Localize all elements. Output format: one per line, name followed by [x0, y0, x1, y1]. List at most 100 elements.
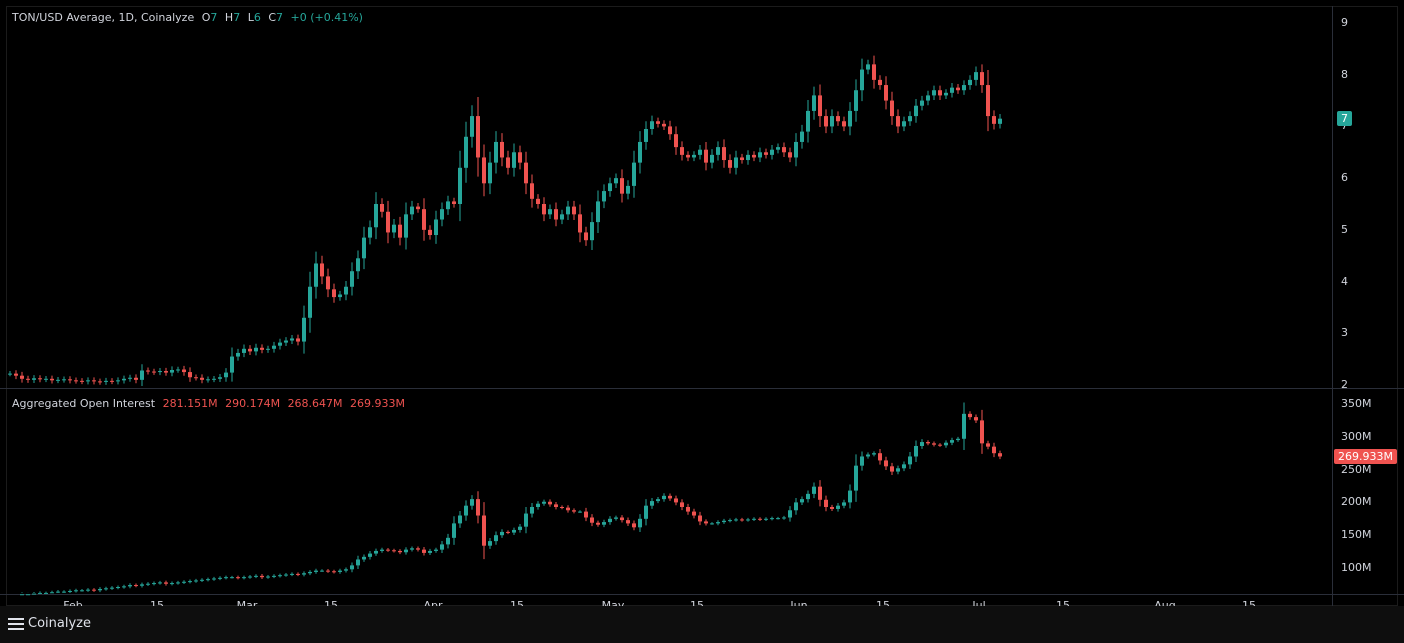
price-candle: [560, 214, 564, 220]
price-candle: [326, 276, 330, 290]
oi-candle: [56, 591, 60, 593]
price-candle: [506, 157, 510, 168]
oi-candle: [716, 522, 720, 524]
oi-candle: [236, 577, 240, 579]
oi-candle: [428, 550, 432, 553]
oi-candle: [248, 576, 252, 578]
oi-value-4: 269.933M: [350, 397, 406, 410]
oi-candle: [536, 503, 540, 507]
oi-candle: [692, 511, 696, 516]
high-label: H: [224, 11, 234, 24]
oi-candle: [794, 502, 798, 511]
price-y-tick: 2: [1341, 378, 1348, 391]
price-candle: [488, 162, 492, 184]
price-candle: [440, 209, 444, 220]
oi-candle: [506, 531, 510, 533]
oi-candle: [158, 582, 162, 584]
oi-candle: [956, 438, 960, 441]
price-legend[interactable]: TON/USD Average, 1D, Coinalyze O7 H7 L6 …: [12, 11, 367, 24]
price-candle: [848, 110, 852, 127]
oi-candle: [650, 501, 654, 506]
pane-divider[interactable]: [0, 388, 1404, 389]
oi-candle: [500, 531, 504, 536]
oi-candle: [80, 590, 84, 592]
oi-candle: [812, 486, 816, 494]
oi-candle: [176, 582, 180, 584]
price-candle: [986, 85, 990, 117]
brand-logo[interactable]: Coinalyze: [8, 616, 91, 631]
oi-candle: [266, 576, 270, 578]
price-candle: [800, 131, 804, 142]
oi-candle: [110, 587, 114, 589]
oi-candle: [890, 466, 894, 472]
footer-bar: [0, 606, 1404, 643]
price-candle: [182, 369, 186, 373]
oi-candle: [764, 518, 768, 520]
price-candle: [176, 369, 180, 371]
oi-y-tick: 350M: [1341, 397, 1372, 410]
oi-candle: [866, 454, 870, 457]
oi-candle: [404, 549, 408, 553]
oi-candle: [44, 592, 48, 594]
price-candle: [542, 204, 546, 215]
oi-candle: [806, 493, 810, 500]
price-candle: [926, 95, 930, 101]
oi-candle: [212, 578, 216, 580]
price-candle: [980, 72, 984, 86]
price-candle: [80, 380, 84, 382]
price-candle: [896, 116, 900, 127]
price-candle: [584, 232, 588, 241]
price-candle: [260, 347, 264, 350]
price-candle: [392, 224, 396, 233]
oi-candle: [194, 580, 198, 582]
price-candle: [674, 134, 678, 148]
oi-candle: [140, 584, 144, 586]
oi-candle: [830, 506, 834, 509]
oi-candle: [218, 577, 222, 579]
oi-candle: [38, 592, 42, 594]
oi-candle: [746, 519, 750, 521]
price-candle: [746, 154, 750, 161]
change-value: +0 (+0.41%): [290, 11, 363, 24]
price-candle: [944, 92, 948, 96]
oi-candle: [980, 420, 984, 444]
price-candle: [134, 377, 138, 380]
oi-candle: [530, 506, 534, 514]
oi-candle: [422, 549, 426, 553]
price-candle: [206, 379, 210, 381]
oi-candle: [380, 549, 384, 551]
oi-candle: [20, 594, 24, 596]
price-candle: [668, 126, 672, 135]
price-candle: [716, 147, 720, 155]
price-candle: [398, 224, 402, 238]
oi-candle: [722, 520, 726, 523]
price-candle: [950, 87, 954, 93]
price-candle: [872, 64, 876, 80]
price-candle: [644, 129, 648, 142]
price-candle: [908, 116, 912, 122]
chart-frame: [6, 6, 1398, 606]
oi-legend[interactable]: Aggregated Open Interest 281.151M 290.17…: [12, 397, 409, 410]
price-y-tick: 9: [1341, 16, 1348, 29]
price-candle: [770, 149, 774, 155]
oi-candle: [602, 522, 606, 525]
price-candle: [572, 206, 576, 215]
oi-candle: [164, 582, 168, 584]
oi-candle: [362, 556, 366, 560]
oi-candle: [638, 518, 642, 528]
price-candle: [170, 370, 174, 373]
oi-y-tick: 200M: [1341, 495, 1372, 509]
price-candle: [368, 227, 372, 238]
price-y-tick: 4: [1341, 274, 1348, 288]
oi-candle: [92, 589, 96, 591]
price-candle: [962, 85, 966, 91]
oi-candle: [458, 515, 462, 524]
price-candle: [680, 147, 684, 155]
oi-candle: [470, 499, 474, 506]
price-candle: [386, 211, 390, 233]
oi-candle: [758, 518, 762, 520]
price-candle: [290, 338, 294, 341]
oi-candle: [818, 486, 822, 500]
